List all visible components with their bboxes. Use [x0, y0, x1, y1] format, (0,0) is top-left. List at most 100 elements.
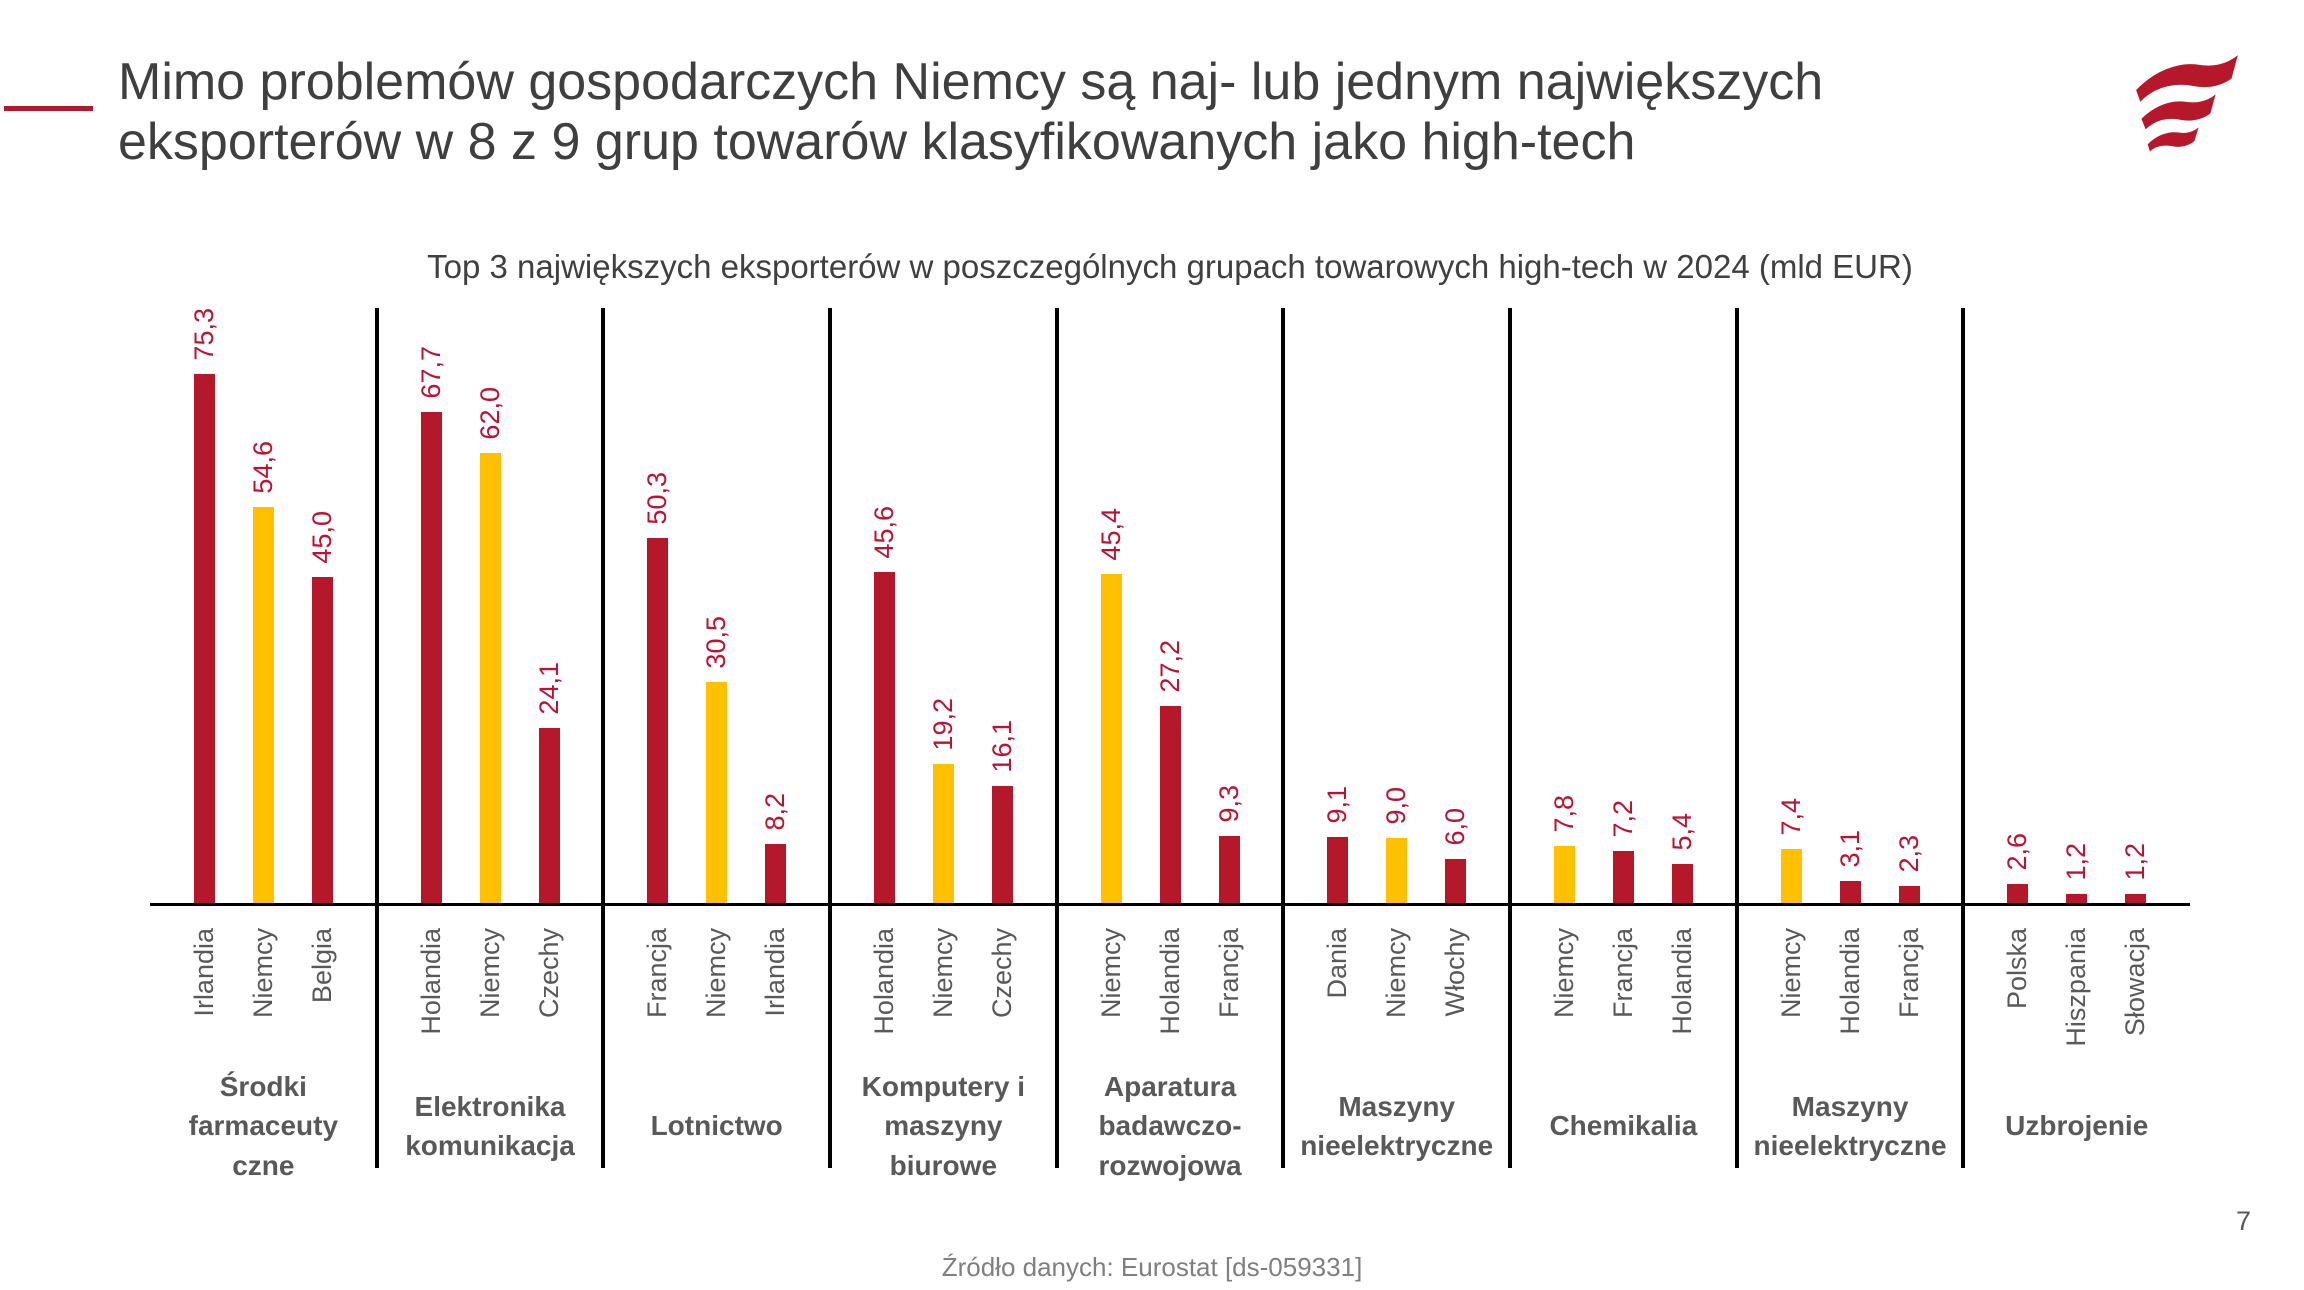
- bar-value-label: 1,2: [2120, 843, 2151, 881]
- accent-dash: [4, 106, 93, 111]
- bar-value-label: 75,3: [188, 308, 219, 361]
- country-label-slot: Niemcy: [1367, 928, 1426, 1018]
- bar-value-label: 3,1: [1834, 830, 1865, 868]
- bar: [1898, 886, 1920, 903]
- country-label-slot: Francja: [1200, 928, 1259, 1018]
- country-label-slot: Francja: [1880, 928, 1939, 1018]
- bar-country-label: Francja: [1607, 928, 1638, 1019]
- bar-value-label: 7,2: [1607, 800, 1638, 838]
- bar: [2125, 894, 2147, 903]
- bar: [1386, 838, 1408, 903]
- bar: [479, 453, 501, 903]
- group-country-labels-2: Holandia Niemcy Czechy: [377, 908, 604, 1060]
- group-plot-9: 2,6 1,2 1,2: [1963, 308, 2190, 903]
- group-plot-8: 7,4 3,1 2,3: [1737, 308, 1964, 903]
- group-label: Chemikalia: [1549, 1110, 1698, 1142]
- bar-column: 1,2: [2047, 308, 2106, 903]
- bar: [1780, 849, 1802, 903]
- group-separator: [374, 308, 379, 1168]
- bar-column: 7,8: [1535, 308, 1594, 903]
- bar-column: 6,0: [1426, 308, 1485, 903]
- group-label: Uzbrojenie: [2005, 1110, 2149, 1142]
- bar-column: 9,3: [1200, 308, 1259, 903]
- bar-value-label: 54,6: [247, 441, 278, 494]
- bar-value-label: 24,1: [533, 662, 564, 715]
- country-label-slot: Włochy: [1426, 928, 1485, 1017]
- bar-value-label: 2,3: [1893, 835, 1924, 873]
- group-label: Aparatura badawczo- rozwojowa: [1098, 1071, 1242, 1181]
- plot-area: 75,3 54,6 45,0 67,7 62,0 24,1 50,3 30,5 8,2 45,6 1…: [150, 308, 2190, 903]
- bar-country-label: Holandia: [1154, 928, 1185, 1035]
- country-label-slot: Francja: [628, 928, 687, 1018]
- country-label-slot: Holandia: [855, 928, 914, 1035]
- chart-title: Top 3 największych eksporterów w poszcze…: [427, 248, 1913, 285]
- bar-country-label: Niemcy: [1381, 928, 1412, 1019]
- bar-country-label: Niemcy: [1775, 928, 1806, 1019]
- bar-column: 7,2: [1594, 308, 1653, 903]
- bar: [873, 572, 895, 903]
- group-country-labels-8: Niemcy Holandia Francja: [1737, 908, 1964, 1060]
- bar: [538, 728, 560, 903]
- group-country-labels-9: Polska Hiszpania Słowacja: [1963, 908, 2190, 1060]
- bar-value-label: 19,2: [927, 698, 958, 751]
- bar-country-label: Niemcy: [247, 928, 278, 1019]
- country-label-slot: Irlandia: [746, 928, 805, 1017]
- bar-country-label: Czechy: [986, 928, 1017, 1019]
- country-label-slot: Niemcy: [687, 928, 746, 1018]
- group-separator: [1507, 308, 1512, 1168]
- bar-column: 2,6: [1988, 308, 2047, 903]
- group-country-labels-4: Holandia Niemcy Czechy: [830, 908, 1057, 1060]
- group-label: Elektronika komunikacja: [405, 1090, 575, 1161]
- bar: [1671, 864, 1693, 903]
- bar: [932, 764, 954, 903]
- group-plot-4: 45,6 19,2 16,1: [830, 308, 1057, 903]
- country-label-slot: Polska: [1988, 928, 2047, 1009]
- bar: [252, 507, 274, 903]
- bar-country-label: Niemcy: [927, 928, 958, 1019]
- group-plot-1: 75,3 54,6 45,0: [150, 308, 377, 903]
- bar-value-label: 9,1: [1322, 786, 1353, 824]
- bar-country-label: Włochy: [1440, 928, 1471, 1017]
- bar-country-label: Irlandia: [188, 928, 219, 1017]
- country-label-slot: Irlandia: [175, 928, 234, 1017]
- group-label: Maszyny nieelektryczne: [1753, 1090, 1947, 1161]
- bar: [193, 373, 215, 903]
- country-label-slot: Niemcy: [1535, 928, 1594, 1018]
- bar-country-label: Hiszpania: [2061, 928, 2092, 1047]
- country-label-slot: Holandia: [1653, 928, 1712, 1035]
- bar-value-label: 62,0: [474, 387, 505, 440]
- bar: [1100, 574, 1122, 903]
- bar: [647, 538, 669, 903]
- bar-country-label: Niemcy: [1095, 928, 1126, 1019]
- group-label: Maszyny nieelektryczne: [1300, 1090, 1494, 1161]
- country-label-slot: Niemcy: [234, 928, 293, 1018]
- bar-country-label: Dania: [1322, 928, 1353, 999]
- bar: [765, 844, 787, 903]
- bar-column: 5,4: [1653, 308, 1712, 903]
- bar: [1159, 706, 1181, 903]
- bar: [1553, 846, 1575, 903]
- group-plot-6: 9,1 9,0 6,0: [1283, 308, 1510, 903]
- group-country-labels-3: Francja Niemcy Irlandia: [603, 908, 830, 1060]
- bar-column: 30,5: [687, 308, 746, 903]
- bar-value-label: 45,0: [306, 511, 337, 564]
- bar-country-label: Francja: [1213, 928, 1244, 1019]
- group-separator: [827, 308, 832, 1168]
- bar-column: 45,0: [293, 308, 352, 903]
- bar-column: 62,0: [461, 308, 520, 903]
- country-label-slot: Holandia: [1141, 928, 1200, 1035]
- bar-country-label: Polska: [2002, 928, 2033, 1010]
- bar-country-label: Holandia: [868, 928, 899, 1035]
- group-plot-7: 7,8 7,2 5,4: [1510, 308, 1737, 903]
- bar-column: 67,7: [402, 308, 461, 903]
- bar-column: 7,4: [1762, 308, 1821, 903]
- group-plot-3: 50,3 30,5 8,2: [603, 308, 830, 903]
- group-separator: [1961, 308, 1966, 1168]
- group-country-labels-6: Dania Niemcy Włochy: [1283, 908, 1510, 1060]
- country-label-slot: Czechy: [520, 928, 579, 1018]
- slide-title: Mimo problemów gospodarczych Niemcy są n…: [118, 52, 2018, 173]
- bar-country-label: Niemcy: [474, 928, 505, 1019]
- bar-value-label: 8,2: [760, 793, 791, 831]
- bar: [706, 682, 728, 903]
- slide-title-line2: eksporterów w 8 z 9 grup towarów klasyfi…: [118, 113, 1636, 172]
